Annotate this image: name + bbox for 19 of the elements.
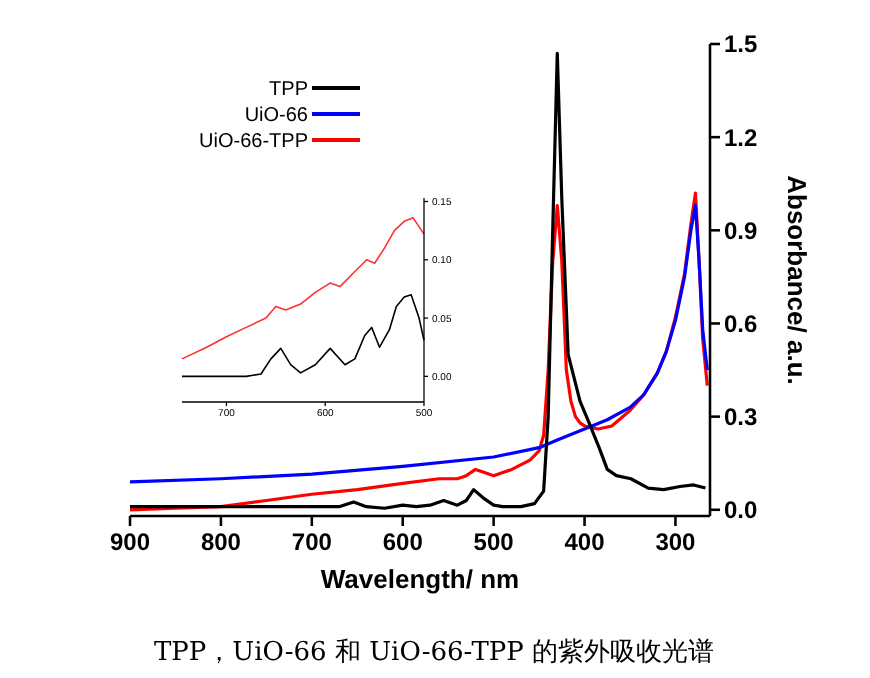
x-tick-label: 600 [382, 528, 424, 556]
x-tick-label: 900 [109, 528, 151, 556]
x-axis-title: Wavelength/ nm [320, 564, 520, 594]
x-tick-label: 800 [200, 528, 242, 556]
x-tick-label: 700 [291, 528, 333, 556]
text: TPP，UiO-66 和 UiO-66-TPP 的紫外吸收光谱 [153, 638, 715, 668]
y-tick-label: 1.2 [724, 123, 759, 152]
y-tick-label: 0.3 [724, 403, 759, 432]
y-tick-label: 1.5 [724, 30, 759, 59]
y-axis-title: Absorbance/ a.u. [782, 175, 812, 385]
legend-label: TPP [269, 79, 309, 101]
y-tick-label: 0.6 [724, 309, 759, 338]
x-tick-label: 300 [655, 528, 697, 556]
legend-label: UiO-66-TPP [199, 131, 309, 153]
y-tick-label: 0.9 [724, 216, 759, 245]
y-tick-label: 0.0 [724, 496, 759, 525]
legend-label: UiO-66 [244, 105, 309, 127]
x-tick-label: 400 [564, 528, 606, 556]
x-tick-label: 500 [473, 528, 515, 556]
